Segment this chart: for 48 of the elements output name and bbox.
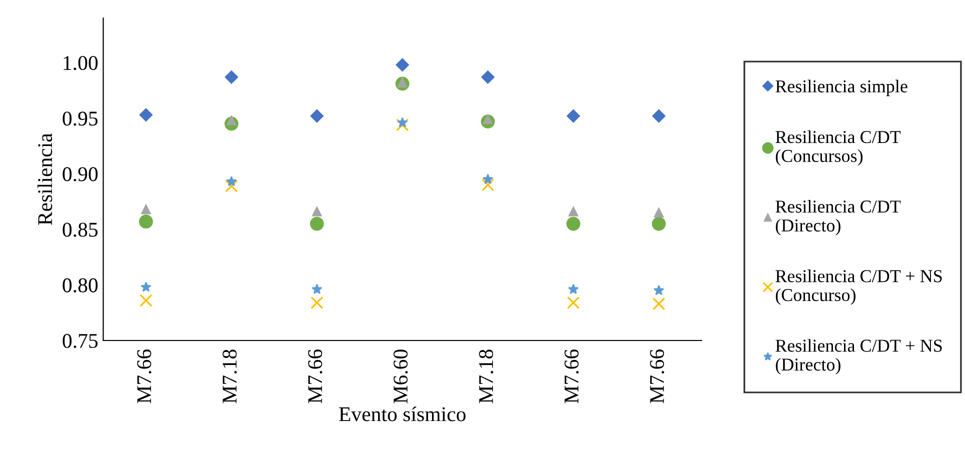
legend-label: Resiliencia C/DT (Directo) [776,200,901,236]
point [140,294,152,307]
point [481,70,494,84]
point [312,284,322,294]
legend-label: Resiliencia C/DT + NS (Directo) [776,339,942,374]
y-tick-label: 0.95 [62,112,98,126]
point [482,174,494,184]
y-axis-title: Resiliencia [37,133,52,226]
y-tick-label: 1.00 [64,56,98,70]
point [566,216,580,231]
point [139,108,153,122]
y-tick-label: 0.90 [62,167,98,182]
point [566,296,580,310]
point [654,208,664,218]
x-tick-label: M6.60 [394,350,408,404]
x-tick-label: M7.66 [650,349,664,404]
point [652,109,666,123]
point [397,117,408,128]
x-tick-label: M7.18 [222,350,237,404]
point [224,70,238,84]
x-tick-label: M7.66 [564,349,579,404]
x-tick-label: M7.66 [308,349,322,404]
point [312,206,322,216]
x-tick-label: M7.18 [479,350,494,404]
point [140,282,152,292]
y-tick-label: 0.85 [62,222,98,237]
x-tick-label: M7.66 [137,349,152,404]
point [310,296,324,310]
y-tick-label: 0.75 [62,334,98,348]
point [396,58,409,72]
point [568,206,578,216]
point [652,297,666,310]
point [310,109,324,123]
legend-label: Resiliencia simple [776,80,908,96]
point [652,216,666,231]
point [225,180,238,192]
point [654,284,664,296]
x-axis-title: Evento sísmico [339,406,466,422]
point [481,178,494,192]
point [226,176,237,186]
point [310,216,324,231]
y-tick-label: 0.80 [62,278,98,292]
point [139,214,153,229]
point [141,204,151,214]
legend-label: Resiliencia C/DT + NS (Concurso) [776,270,942,305]
point [568,284,579,294]
legend-label: Resiliencia C/DT (Concursos) [776,130,901,166]
point [566,109,580,123]
